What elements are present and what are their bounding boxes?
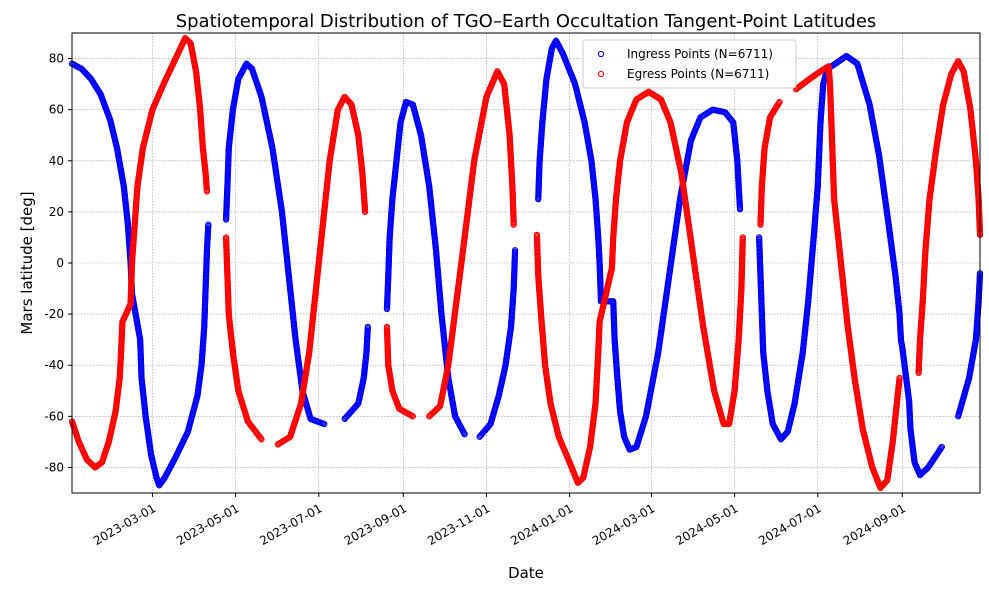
data-point <box>321 420 328 428</box>
data-point <box>736 206 744 213</box>
data-point <box>364 323 371 331</box>
data-point <box>461 431 468 438</box>
chart-title: Spatiotemporal Distribution of TGO–Earth… <box>176 11 877 32</box>
data-point <box>511 247 519 254</box>
data-series <box>68 34 984 492</box>
data-point <box>205 221 212 228</box>
